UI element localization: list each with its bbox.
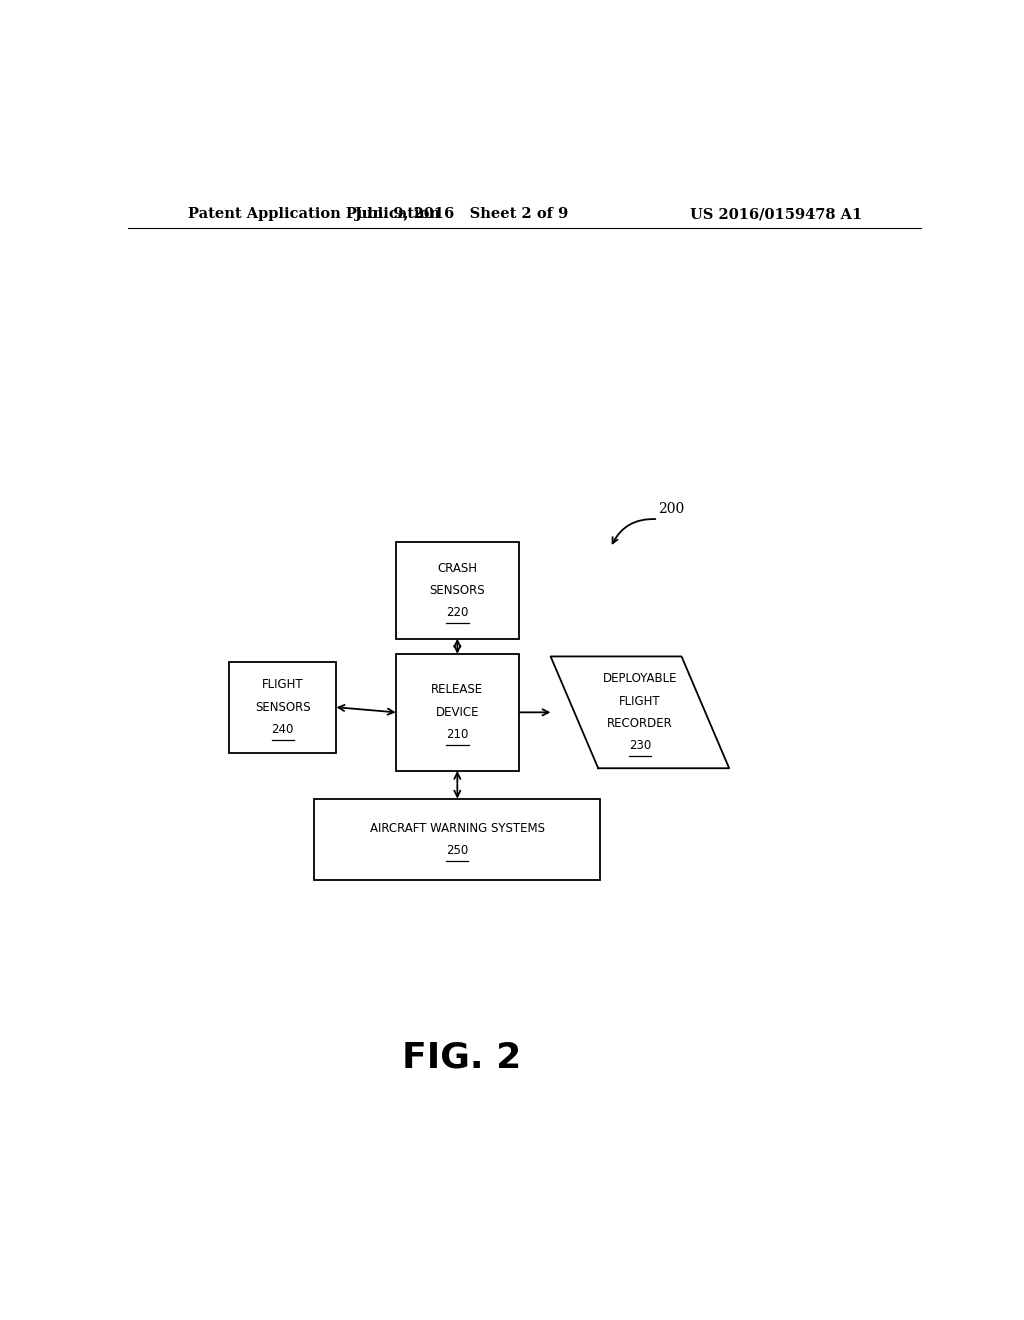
Text: DEVICE: DEVICE — [435, 706, 479, 719]
Text: RECORDER: RECORDER — [607, 717, 673, 730]
Bar — [314, 799, 600, 880]
Text: 210: 210 — [446, 729, 469, 742]
Text: DEPLOYABLE: DEPLOYABLE — [602, 672, 677, 685]
Text: 250: 250 — [446, 843, 468, 857]
Text: 200: 200 — [658, 502, 685, 516]
Text: US 2016/0159478 A1: US 2016/0159478 A1 — [690, 207, 862, 222]
Text: Patent Application Publication: Patent Application Publication — [187, 207, 439, 222]
Text: 220: 220 — [446, 606, 469, 619]
Text: 240: 240 — [271, 723, 294, 737]
Text: AIRCRAFT WARNING SYSTEMS: AIRCRAFT WARNING SYSTEMS — [370, 822, 545, 834]
Text: CRASH: CRASH — [437, 561, 477, 574]
Text: SENSORS: SENSORS — [429, 583, 485, 597]
Polygon shape — [551, 656, 729, 768]
Text: FLIGHT: FLIGHT — [262, 678, 303, 692]
FancyArrowPatch shape — [612, 519, 655, 544]
Text: SENSORS: SENSORS — [255, 701, 310, 714]
Text: FLIGHT: FLIGHT — [620, 694, 660, 708]
Bar — [396, 653, 519, 771]
Text: RELEASE: RELEASE — [431, 684, 483, 697]
Text: 230: 230 — [629, 739, 651, 752]
Bar — [396, 543, 519, 639]
Bar — [229, 661, 336, 752]
Text: FIG. 2: FIG. 2 — [401, 1041, 521, 1074]
Text: Jun. 9, 2016   Sheet 2 of 9: Jun. 9, 2016 Sheet 2 of 9 — [354, 207, 568, 222]
